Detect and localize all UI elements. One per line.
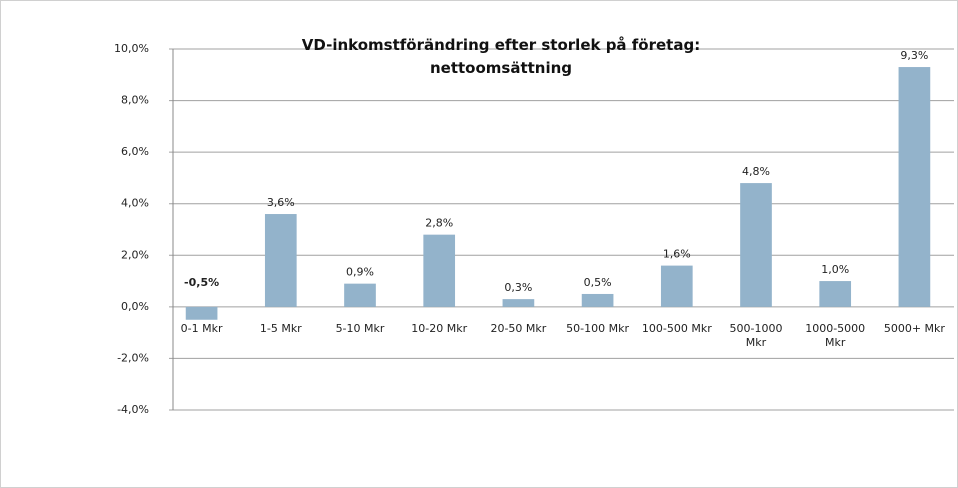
x-tick-label: 1-5 Mkr [259, 321, 302, 335]
value-label: 9,3% [900, 49, 928, 62]
value-label: 0,3% [504, 281, 532, 294]
x-tick-label: 1000-5000 Mkr [805, 321, 866, 349]
value-label: 0,5% [584, 276, 612, 289]
value-label: -0,5% [184, 276, 219, 289]
y-tick-label: 0,0% [121, 300, 149, 313]
bar [819, 281, 852, 307]
x-tick-label: 10-20 Mkr [411, 321, 468, 335]
bar [264, 214, 297, 307]
value-label: 1,6% [663, 248, 691, 261]
bar [898, 67, 931, 307]
bar [185, 306, 218, 320]
y-tick-label: 6,0% [121, 145, 149, 158]
y-tick-label: 4,0% [121, 197, 149, 210]
bar [581, 293, 614, 307]
bar [740, 183, 772, 307]
x-tick-label: 50-100 Mkr [566, 321, 630, 335]
x-tick-label: 20-50 Mkr [490, 321, 547, 335]
x-tick-label: 5-10 Mkr [335, 321, 385, 335]
x-tick-label: 100-500 Mkr [641, 321, 712, 335]
x-tick-label: 5000+ Mkr [883, 321, 945, 335]
value-label: 2,8% [425, 217, 453, 230]
value-label: 0,9% [346, 266, 374, 279]
chart-title: VD-inkomstförändring efter storlek på fö… [301, 36, 701, 77]
bar [344, 283, 376, 307]
bar [660, 265, 693, 307]
bar [502, 299, 535, 307]
bar [423, 234, 456, 307]
x-tick-label: 500-1000 Mkr [729, 321, 783, 349]
y-tick-label: -2,0% [117, 351, 149, 364]
y-tick-label: 10,0% [114, 42, 149, 55]
value-label: 1,0% [821, 263, 849, 276]
x-tick-label: 0-1 Mkr [180, 321, 223, 335]
y-tick-label: 8,0% [121, 94, 149, 107]
y-tick-label: -4,0% [117, 403, 149, 416]
value-label: 4,8% [742, 165, 770, 178]
y-tick-label: 2,0% [121, 248, 149, 261]
value-label: 3,6% [267, 196, 295, 209]
